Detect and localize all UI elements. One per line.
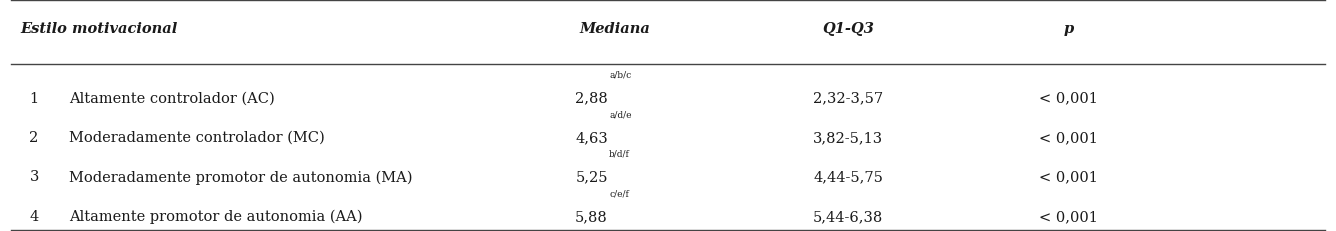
Text: 5,25: 5,25 <box>576 170 608 184</box>
Text: 3: 3 <box>29 170 39 184</box>
Text: Moderadamente controlador (MC): Moderadamente controlador (MC) <box>69 131 325 144</box>
Text: 4,63: 4,63 <box>574 131 608 144</box>
Text: Mediana: Mediana <box>578 22 651 36</box>
Text: 2,32-3,57: 2,32-3,57 <box>814 91 883 105</box>
Text: Q1-Q3: Q1-Q3 <box>823 22 874 36</box>
Text: 3,82-5,13: 3,82-5,13 <box>814 131 883 144</box>
Text: c/e/f: c/e/f <box>609 188 629 197</box>
Text: p: p <box>1063 22 1074 36</box>
Text: 1: 1 <box>29 91 39 105</box>
Text: 4,44-5,75: 4,44-5,75 <box>814 170 883 184</box>
Text: 5,88: 5,88 <box>574 209 608 223</box>
Text: b/d/f: b/d/f <box>609 149 631 158</box>
Text: a/b/c: a/b/c <box>609 71 632 79</box>
Text: 5,44-6,38: 5,44-6,38 <box>814 209 883 223</box>
Text: Altamente controlador (AC): Altamente controlador (AC) <box>69 91 275 105</box>
Text: Altamente promotor de autonomia (AA): Altamente promotor de autonomia (AA) <box>69 209 363 223</box>
Text: 2: 2 <box>29 131 39 144</box>
Text: < 0,001: < 0,001 <box>1039 209 1098 223</box>
Text: a/d/e: a/d/e <box>609 110 632 119</box>
Text: Moderadamente promotor de autonomia (MA): Moderadamente promotor de autonomia (MA) <box>69 170 413 184</box>
Text: < 0,001: < 0,001 <box>1039 170 1098 184</box>
Text: < 0,001: < 0,001 <box>1039 91 1098 105</box>
Text: < 0,001: < 0,001 <box>1039 131 1098 144</box>
Text: 2,88: 2,88 <box>574 91 608 105</box>
Text: 4: 4 <box>29 209 39 223</box>
Text: Estilo motivacional: Estilo motivacional <box>20 22 178 36</box>
